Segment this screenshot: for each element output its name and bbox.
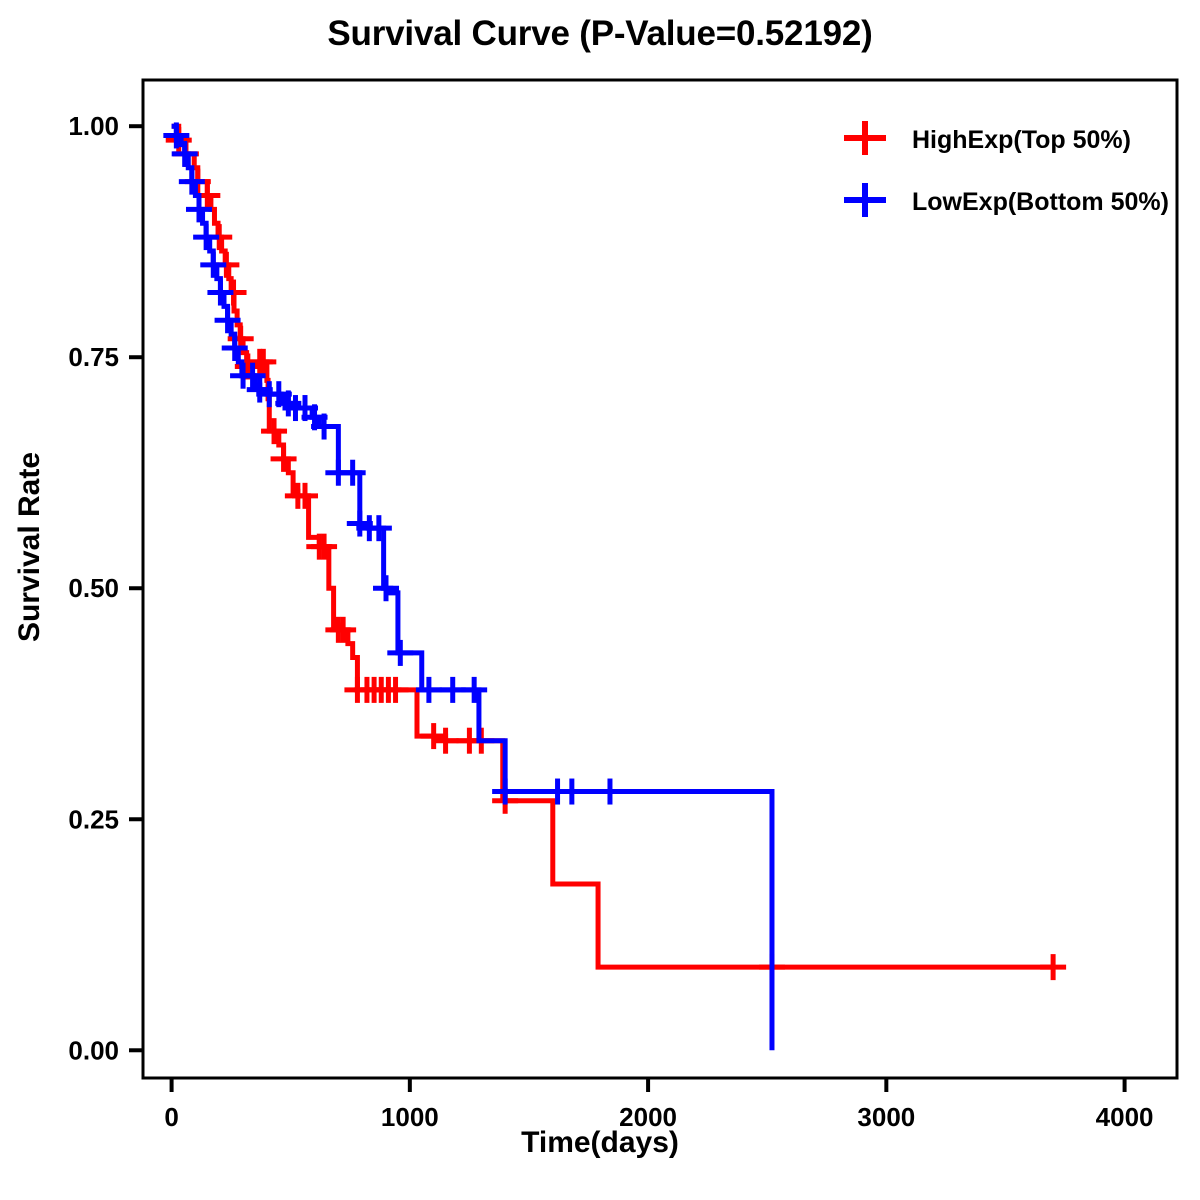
y-tick-label: 0.50	[68, 573, 119, 603]
series-high-exp	[165, 123, 1067, 981]
x-tick-label: 0	[164, 1102, 178, 1132]
legend-item-low-exp[interactable]: LowExp(Bottom 50%)	[844, 183, 1169, 217]
x-tick-label: 1000	[381, 1102, 439, 1132]
y-tick-label: 0.25	[68, 804, 119, 834]
page-title: Survival Curve (P-Value=0.52192)	[327, 14, 873, 53]
legend-label: LowExp(Bottom 50%)	[912, 188, 1169, 216]
series-low-exp	[163, 122, 775, 1051]
y-tick-label: 0.75	[68, 342, 119, 372]
x-tick-label: 4000	[1096, 1102, 1154, 1132]
censor-marks	[165, 127, 1067, 981]
y-tick-label: 0.00	[68, 1035, 119, 1065]
y-tick-label: 1.00	[68, 111, 119, 141]
censor-marks	[163, 122, 623, 805]
series-layer	[163, 122, 1067, 1051]
axis-ticks: 0.00 0.25 0.50 0.75 1.00 0 1000 2000 3000 4000	[68, 111, 1153, 1132]
chart-legend: HighExp(Top 50%) LowExp(Bottom 50%)	[844, 121, 1169, 217]
legend-label: HighExp(Top 50%)	[912, 126, 1131, 154]
step-line	[171, 123, 775, 1051]
legend-item-high-exp[interactable]: HighExp(Top 50%)	[844, 121, 1131, 155]
x-tick-label: 3000	[857, 1102, 915, 1132]
x-tick-label: 2000	[619, 1102, 677, 1132]
step-line	[171, 123, 1054, 970]
plot-border	[141, 78, 1179, 1080]
x-axis-label: Time(days)	[521, 1126, 679, 1159]
plot-frame	[141, 78, 1179, 1080]
